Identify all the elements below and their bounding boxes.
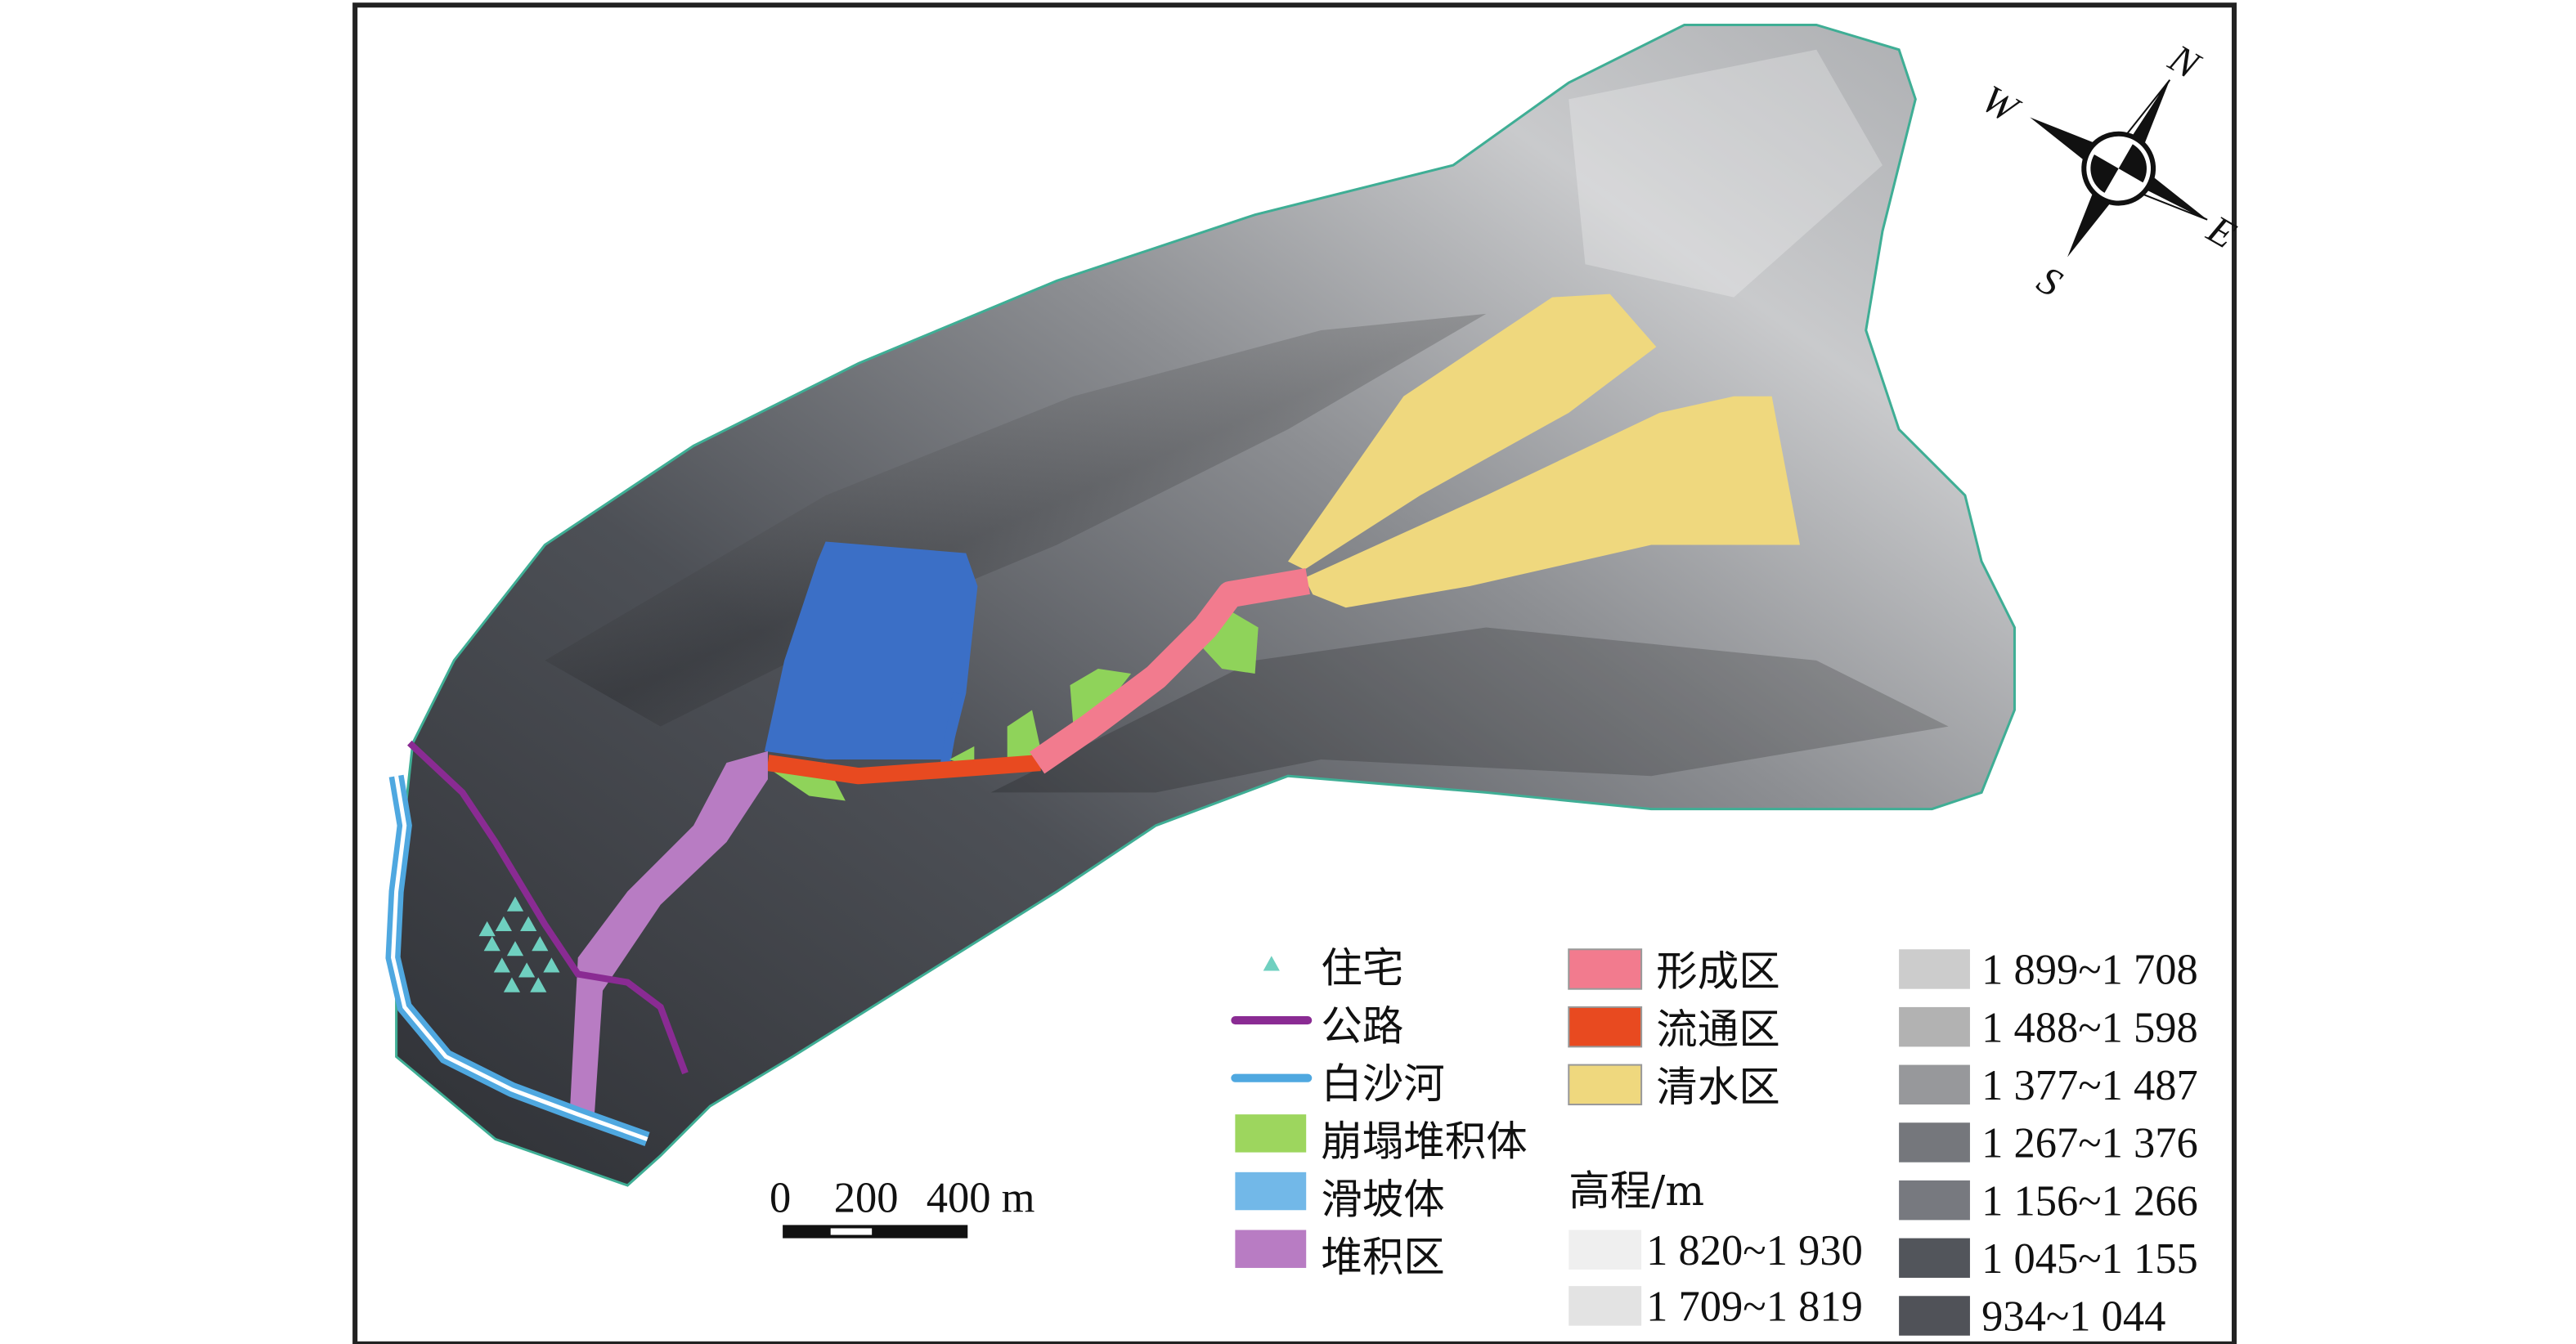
houses bbox=[478, 896, 560, 992]
legend-elevation-label: 1 377~1 487 bbox=[1981, 1062, 2198, 1109]
house-marker bbox=[506, 896, 524, 912]
legend-elevation-swatch bbox=[1899, 1296, 1970, 1336]
house-marker bbox=[532, 936, 549, 952]
elevation-title: 高程/m bbox=[1568, 1167, 1704, 1215]
legend-elevation-swatch bbox=[1899, 1238, 1970, 1279]
flow-zone bbox=[766, 754, 1041, 785]
scale-label-0: 0 bbox=[770, 1174, 791, 1221]
house-marker bbox=[520, 916, 537, 932]
house-marker bbox=[503, 977, 521, 992]
legend-elevation-label: 1 899~1 708 bbox=[1981, 947, 2198, 994]
house-marker bbox=[506, 941, 524, 956]
scale-label-400: 400 m bbox=[927, 1174, 1035, 1221]
baisha-river bbox=[385, 774, 650, 1146]
landslide-body bbox=[764, 541, 978, 760]
clear-water-zone-north bbox=[1288, 293, 1657, 570]
house-marker bbox=[493, 957, 510, 973]
house-marker bbox=[483, 936, 500, 952]
legend-elevation-label: 1 045~1 155 bbox=[1981, 1235, 2198, 1283]
legend-swatch bbox=[1235, 1114, 1307, 1153]
legend-house-icon bbox=[1263, 956, 1280, 971]
house-marker bbox=[543, 957, 560, 973]
legend-elevation-swatch bbox=[1568, 1230, 1642, 1270]
legend-elevation-swatch bbox=[1899, 1122, 1970, 1163]
house-marker bbox=[518, 962, 536, 978]
house-marker bbox=[530, 977, 547, 992]
landslide-strip bbox=[940, 692, 963, 769]
legend-label: 住宅 bbox=[1321, 944, 1403, 992]
legend-label: 堆积区 bbox=[1321, 1233, 1444, 1281]
formation-zone bbox=[1029, 568, 1310, 774]
deposition-zone bbox=[569, 750, 768, 1115]
legend-elevation-label: 934~1 044 bbox=[1981, 1293, 2165, 1341]
legend-zone-swatch bbox=[1568, 948, 1643, 990]
legend-elevation-swatch bbox=[1899, 1064, 1970, 1105]
house-marker bbox=[478, 921, 496, 937]
clear-water-zone-east bbox=[1304, 396, 1800, 608]
legend-zone-label: 流通区 bbox=[1656, 1005, 1779, 1053]
legend-label: 白沙河 bbox=[1321, 1060, 1444, 1108]
legend-zone-swatch bbox=[1568, 1064, 1643, 1106]
legend-elevation-label: 1 709~1 819 bbox=[1646, 1284, 1863, 1331]
legend-elevation-label: 1 156~1 266 bbox=[1981, 1177, 2198, 1225]
legend-elevation-swatch bbox=[1568, 1286, 1642, 1326]
legend-swatch bbox=[1235, 1230, 1307, 1268]
legend-swatch bbox=[1235, 1172, 1307, 1211]
legend-label: 崩塌堆积体 bbox=[1321, 1118, 1527, 1166]
legend-zone-swatch bbox=[1568, 1006, 1643, 1048]
house-marker bbox=[495, 916, 512, 932]
legend-elevation-swatch bbox=[1899, 949, 1970, 989]
scale-bar: 0 200 400 m bbox=[770, 1174, 1035, 1239]
legend-zone-label: 形成区 bbox=[1656, 948, 1779, 996]
legend-elevation-swatch bbox=[1899, 1180, 1970, 1221]
legend-elevation-swatch bbox=[1899, 1006, 1970, 1047]
road bbox=[407, 740, 689, 1075]
legend-elevation-label: 1 488~1 598 bbox=[1981, 1004, 2198, 1051]
legend-zone-label: 清水区 bbox=[1656, 1063, 1779, 1111]
legend-label: 滑坡体 bbox=[1321, 1175, 1444, 1223]
legend-elevation-label: 1 820~1 930 bbox=[1646, 1227, 1863, 1275]
scale-label-200: 200 bbox=[834, 1174, 899, 1221]
legend-label: 公路 bbox=[1321, 1001, 1403, 1050]
legend-elevation-label: 1 267~1 376 bbox=[1981, 1120, 2198, 1167]
